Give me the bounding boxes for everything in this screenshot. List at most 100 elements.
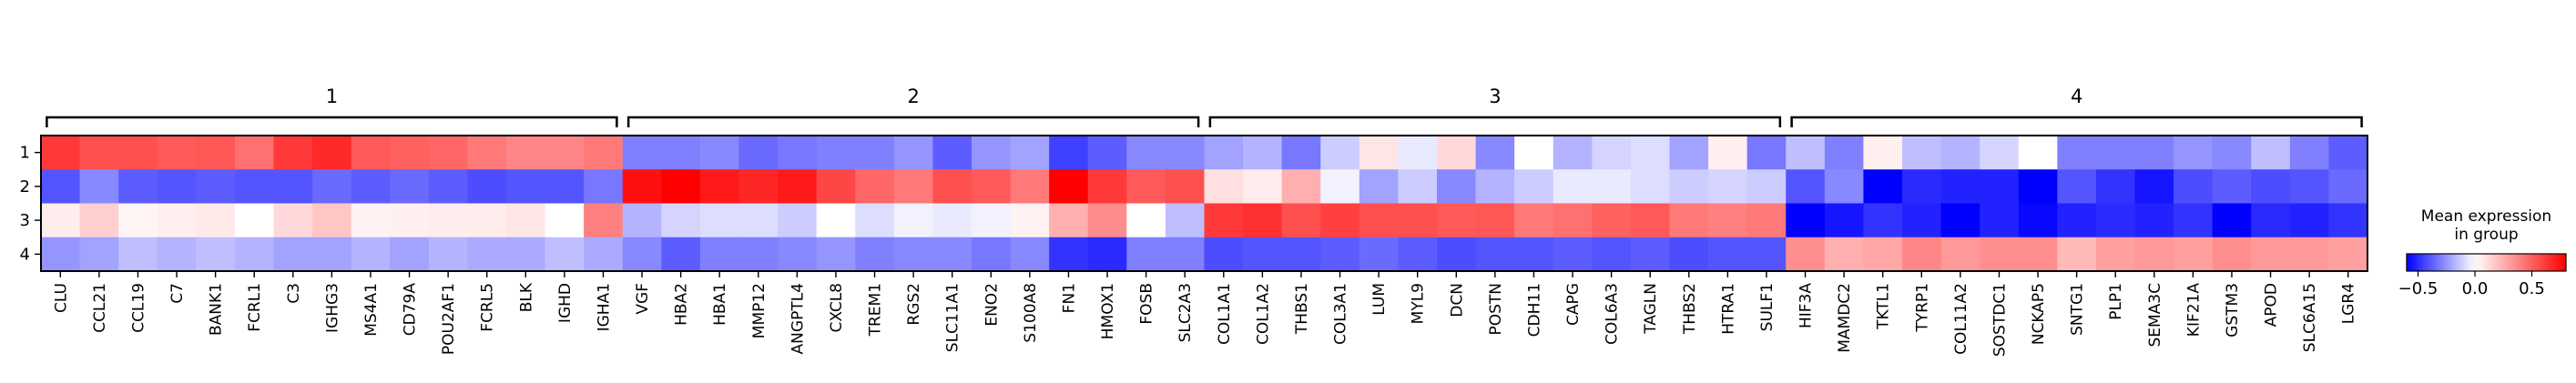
heatmap-cell	[1475, 136, 1515, 170]
heatmap-cell	[351, 136, 391, 170]
column-label: NCKAP5	[2030, 283, 2048, 345]
heatmap-cell	[2251, 203, 2291, 238]
column-label: CCL21	[91, 283, 109, 333]
colorbar-tick-label: 0.5	[2519, 279, 2545, 298]
heatmap-cell	[1824, 203, 1865, 238]
heatmap-cell	[1669, 237, 1709, 272]
heatmap-cell	[2328, 169, 2368, 205]
heatmap-cell	[622, 136, 662, 170]
column-label: SNTG1	[2069, 283, 2087, 336]
heatmap-cell	[118, 169, 158, 205]
heatmap-cell	[1320, 136, 1360, 170]
group-bracket	[1208, 116, 1782, 127]
heatmap-cell	[1126, 169, 1166, 205]
heatmap-cell	[1514, 169, 1554, 205]
heatmap-cell	[312, 136, 352, 170]
heatmap-cell	[1320, 203, 1360, 238]
heatmap-cell	[1165, 169, 1206, 205]
heatmap-cell	[738, 169, 779, 205]
heatmap-cell	[2018, 169, 2058, 205]
column-label: TREM1	[867, 283, 885, 337]
heatmap-cell	[1165, 237, 1206, 272]
column-label: SEMA3C	[2146, 283, 2164, 348]
column-label: DCN	[1448, 283, 1466, 317]
heatmap-cell	[1049, 169, 1089, 205]
column-label: MMP12	[750, 283, 769, 338]
heatmap-cell	[932, 237, 972, 272]
heatmap-cell	[1010, 136, 1050, 170]
heatmap-cell	[41, 203, 81, 238]
column-label: C3	[285, 283, 303, 304]
heatmap-cell	[1320, 237, 1360, 272]
heatmap-cell	[1592, 136, 1632, 170]
heatmap-cell	[157, 237, 197, 272]
heatmap-cell	[79, 237, 119, 272]
heatmap-cell	[1437, 136, 1477, 170]
group-label: 2	[907, 86, 919, 107]
heatmap-cell	[390, 237, 430, 272]
heatmap-cell	[2174, 136, 2214, 170]
heatmap-cell	[545, 237, 585, 272]
heatmap-cell	[1359, 203, 1400, 238]
column-label: TYRP1	[1913, 283, 1931, 333]
column-label: TAGLN	[1642, 283, 1660, 335]
column-label: S100A8	[1022, 283, 1040, 343]
heatmap-cell	[738, 237, 779, 272]
heatmap-cell	[1087, 169, 1127, 205]
heatmap-cell	[1746, 136, 1787, 170]
colorbar-title: Mean expression	[2421, 207, 2551, 226]
heatmap-cell	[1980, 136, 2020, 170]
heatmap-cell	[1281, 136, 1321, 170]
heatmap-cell	[1514, 237, 1554, 272]
heatmap-cell	[816, 237, 856, 272]
heatmap-cell	[661, 237, 701, 272]
heatmap-cell	[157, 136, 197, 170]
heatmap-cell	[41, 136, 81, 170]
heatmap-cell	[661, 169, 701, 205]
row-label: 4	[20, 245, 30, 264]
column-label: MAMDC2	[1836, 283, 1854, 353]
heatmap-cell	[1049, 237, 1089, 272]
row-label: 2	[20, 177, 30, 197]
heatmap-cell	[41, 169, 81, 205]
heatmap-cell	[2289, 237, 2330, 272]
heatmap-cell	[1553, 237, 1593, 272]
heatmap-cell	[390, 169, 430, 205]
group-brackets: 1 2 3 4	[46, 86, 2363, 127]
heatmap-cell	[273, 237, 313, 272]
heatmap-cell	[2095, 203, 2136, 238]
heatmap-cell	[1514, 136, 1554, 170]
heatmap-cell	[1630, 169, 1671, 205]
heatmap-cell	[2095, 237, 2136, 272]
column-label: SLC2A3	[1176, 283, 1195, 342]
heatmap-cell	[390, 136, 430, 170]
heatmap-cell	[1010, 237, 1050, 272]
heatmap-cell	[1708, 169, 1748, 205]
column-label: ANGPTL4	[789, 283, 807, 354]
heatmap-cell	[2018, 136, 2058, 170]
column-label: MYL9	[1410, 283, 1428, 324]
heatmap-cell	[506, 136, 546, 170]
heatmap-cell	[2212, 237, 2252, 272]
heatmap-cell	[2018, 237, 2058, 272]
column-label: COL1A2	[1254, 283, 1272, 345]
heatmap-cell	[1204, 169, 1244, 205]
column-label: LGR4	[2340, 283, 2358, 324]
heatmap-cell	[1863, 203, 1903, 238]
heatmap-cell	[1592, 203, 1632, 238]
heatmap-cell	[2095, 136, 2136, 170]
column-label: SLC11A1	[944, 283, 962, 352]
heatmap-cell	[2134, 169, 2174, 205]
heatmap-cell	[661, 203, 701, 238]
heatmap-cell	[118, 203, 158, 238]
heatmap-cell	[2174, 203, 2214, 238]
column-label: VGF	[634, 283, 652, 315]
heatmap-cell	[584, 203, 624, 238]
heatmap-cell	[699, 169, 740, 205]
heatmap-cell	[196, 169, 236, 205]
heatmap-cell	[2251, 169, 2291, 205]
heatmap-cell	[1359, 169, 1400, 205]
heatmap-cell	[1087, 237, 1127, 272]
heatmap-cell	[932, 203, 972, 238]
